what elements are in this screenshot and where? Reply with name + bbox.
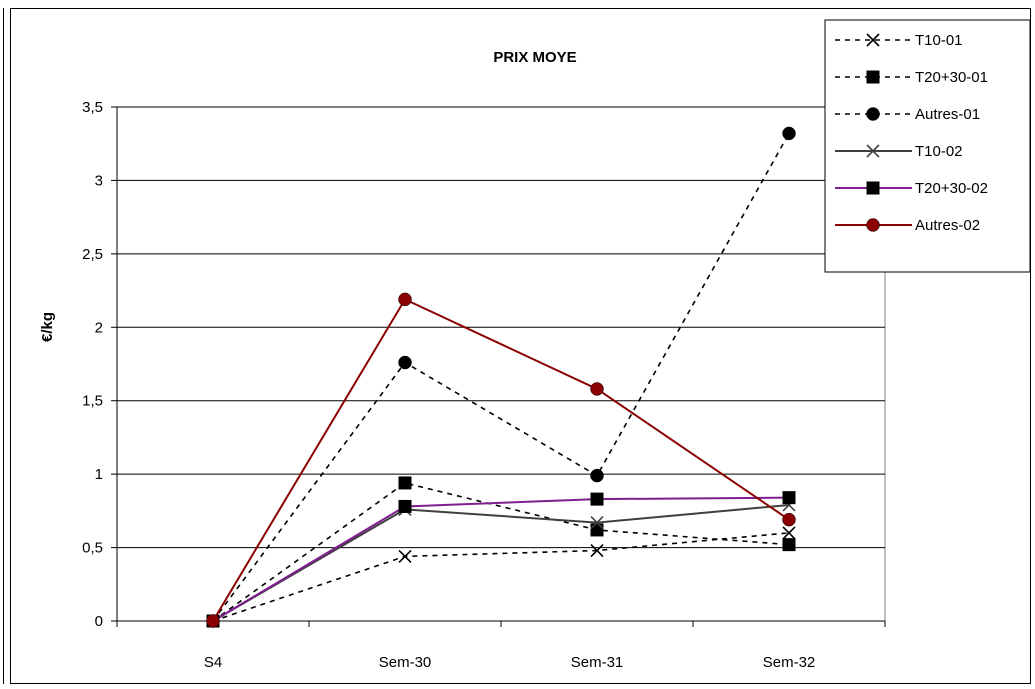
y-tick-label: 3 bbox=[95, 172, 103, 189]
x-marker-stroke bbox=[590, 516, 604, 530]
series-autres-01 bbox=[206, 126, 796, 628]
square-marker bbox=[398, 499, 412, 513]
circle-marker bbox=[590, 468, 604, 483]
left-border-line bbox=[3, 8, 4, 684]
square-marker bbox=[866, 70, 880, 84]
legend-item: T10-02 bbox=[835, 143, 963, 160]
y-tick-label: 1 bbox=[95, 466, 103, 483]
x-tick-label: Sem-32 bbox=[763, 654, 816, 671]
x-marker bbox=[866, 33, 880, 47]
chart-title: PRIX MOYE bbox=[493, 49, 576, 66]
x-tick-label: Sem-30 bbox=[379, 654, 432, 671]
x-marker-stroke bbox=[866, 144, 880, 158]
series-line bbox=[212, 133, 790, 622]
circle-marker bbox=[782, 512, 796, 527]
gridlines bbox=[116, 106, 886, 622]
legend-item: T10-01 bbox=[835, 32, 963, 49]
legend-item: Autres-02 bbox=[835, 217, 980, 234]
square-marker bbox=[782, 491, 796, 505]
y-tick-label: 0,5 bbox=[82, 540, 103, 557]
square-marker bbox=[398, 476, 412, 490]
y-tick-label: 2,5 bbox=[82, 246, 103, 263]
series-lines bbox=[206, 126, 796, 628]
chart-frame bbox=[10, 8, 1031, 684]
legend-label: T20+30-02 bbox=[915, 180, 988, 197]
x-tick-label: S4 bbox=[204, 654, 222, 671]
legend-item: T20+30-02 bbox=[835, 180, 988, 197]
series-autres-02 bbox=[206, 292, 796, 628]
series-line bbox=[212, 503, 790, 622]
x-marker bbox=[590, 516, 604, 530]
series-t10-02 bbox=[206, 498, 796, 628]
legend-item: Autres-01 bbox=[835, 106, 980, 123]
square-marker bbox=[590, 492, 604, 506]
axes: 0 0,5 1 1,5 2 2,5 3 3,5 S4 Sem-30 Sem-31 Sem-32 bbox=[82, 99, 886, 671]
x-marker bbox=[398, 549, 412, 563]
circle-marker bbox=[782, 126, 796, 141]
circle-marker bbox=[398, 355, 412, 370]
circle-marker bbox=[866, 218, 880, 232]
x-marker-stroke bbox=[782, 526, 796, 540]
circle-marker bbox=[590, 382, 604, 396]
plot-area bbox=[116, 106, 886, 622]
x-marker-stroke bbox=[866, 33, 880, 47]
x-marker bbox=[590, 543, 604, 558]
legend-item: T20+30-01 bbox=[835, 69, 988, 86]
square-marker bbox=[782, 538, 796, 552]
series-line bbox=[212, 532, 790, 622]
legend-label: Autres-02 bbox=[915, 217, 980, 234]
x-marker bbox=[782, 526, 796, 540]
circle-marker bbox=[398, 292, 412, 307]
legend-label: T20+30-01 bbox=[915, 69, 988, 86]
legend-box bbox=[824, 19, 1031, 273]
series-line bbox=[212, 298, 790, 622]
x-tick-label: Sem-31 bbox=[571, 654, 624, 671]
series-t10-01 bbox=[206, 526, 796, 628]
legend-label: Autres-01 bbox=[915, 106, 980, 123]
series-line bbox=[212, 496, 790, 622]
x-marker bbox=[866, 144, 880, 158]
y-tick-label: 0 bbox=[95, 613, 103, 630]
legend: T10-01 T20+30-01 Autres-01 T10-02 T20+30-02 A… bbox=[824, 19, 1031, 273]
square-marker bbox=[590, 523, 604, 537]
circle-marker bbox=[866, 107, 880, 121]
y-tick-label: 2 bbox=[95, 319, 103, 336]
legend-label: T10-01 bbox=[915, 32, 963, 49]
circle-marker bbox=[206, 614, 220, 628]
legend-label: T10-02 bbox=[915, 143, 963, 160]
x-marker-stroke bbox=[398, 549, 412, 563]
square-marker bbox=[866, 181, 880, 195]
y-tick-label: 1,5 bbox=[82, 393, 103, 410]
y-axis-label: €/kg bbox=[39, 312, 56, 342]
x-marker-stroke bbox=[590, 543, 604, 558]
y-tick-label: 3,5 bbox=[82, 99, 103, 116]
series-line bbox=[212, 482, 790, 622]
